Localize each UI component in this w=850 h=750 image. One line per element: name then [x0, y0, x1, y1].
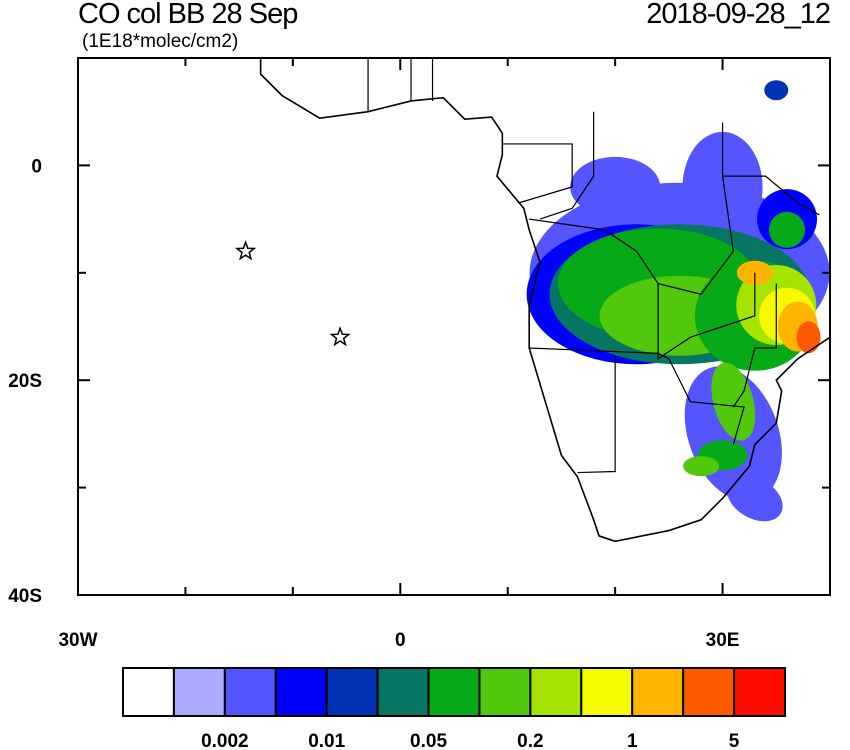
colorbar-swatch [223, 667, 277, 717]
datetime-label: 2018-09-28_12 [646, 0, 831, 30]
map-frame [77, 57, 831, 596]
plot-title: CO col BB 28 Sep [78, 0, 298, 30]
country-border [722, 175, 820, 216]
country-border [529, 347, 745, 445]
co-field-patch [796, 321, 821, 354]
co-field-patch [570, 156, 661, 217]
country-border [529, 122, 734, 295]
country-border [657, 272, 756, 360]
star-marker-icon [234, 240, 257, 261]
country-border [502, 143, 573, 204]
y-tick-label: 20S [8, 371, 42, 392]
colorbar-swatch [427, 667, 481, 717]
y-tick-label: 40S [8, 586, 42, 607]
star-marker-icon [329, 326, 351, 347]
x-tick-label: 30W [58, 630, 97, 651]
colorbar-label: 0.002 [201, 731, 249, 750]
colorbar-label: 1 [627, 731, 638, 750]
y-tick-label: 0 [31, 156, 42, 177]
colorbar-swatch [172, 667, 226, 717]
colorbar-label: 0.05 [410, 731, 447, 750]
country-border [732, 283, 777, 408]
colorbar-swatch [376, 667, 430, 717]
co-field-patch [726, 475, 783, 522]
country-border [577, 355, 616, 474]
colorbar-swatch [580, 667, 634, 717]
colorbar-label: 5 [729, 731, 740, 750]
units-label: (1E18*molec/cm2) [82, 31, 239, 52]
co-field-patch [683, 456, 720, 477]
colorbar-swatch [631, 667, 685, 717]
colorbar-swatch [325, 667, 379, 717]
colorbar-label: 0.01 [308, 731, 345, 750]
colorbar-swatch [733, 667, 786, 717]
colorbar-swatch [529, 667, 583, 717]
colorbar-label: 0.2 [517, 731, 543, 750]
co-field-patch [711, 362, 756, 441]
co-field-patch [769, 211, 806, 248]
colorbar-swatch [122, 667, 175, 717]
co-field-patch [764, 80, 789, 101]
colorbar-swatch [274, 667, 328, 717]
country-border [539, 111, 595, 220]
colorbar-swatch [478, 667, 532, 717]
co-field-patch [682, 131, 763, 242]
x-tick-label: 0 [395, 630, 406, 651]
x-tick-label: 30E [706, 630, 740, 651]
colorbar-swatch [682, 667, 736, 717]
